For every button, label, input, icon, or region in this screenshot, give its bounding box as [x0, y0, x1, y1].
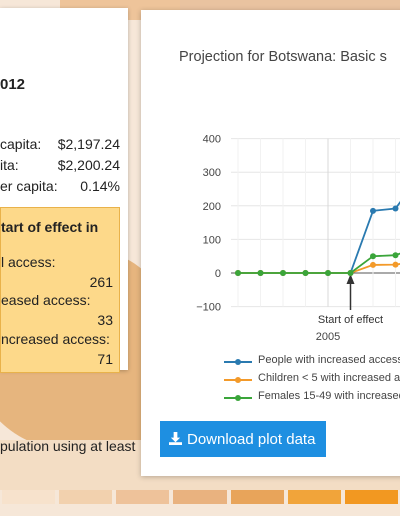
- y-tick-label: −100: [196, 302, 221, 314]
- data-point: [235, 270, 241, 276]
- stat-value: $2,197.24: [57, 136, 120, 152]
- data-point: [370, 207, 376, 214]
- annotation-label: Start of effect: [318, 314, 383, 326]
- data-point: [392, 252, 399, 259]
- y-tick-label: 300: [203, 167, 221, 179]
- line-chart: 400 300 200 100 0 −100 2005 Start of effect: [196, 134, 400, 343]
- data-point: [370, 261, 376, 268]
- color-scale-segment: [59, 490, 113, 504]
- annotation-arrow-head: [346, 274, 355, 284]
- series-line: [238, 200, 400, 274]
- data-point: [370, 253, 376, 260]
- y-tick-label: 400: [203, 134, 221, 146]
- legend-swatch-icon: [224, 395, 252, 401]
- legend-swatch-icon: [224, 359, 252, 365]
- effect-summary-box: tart of effect in l access: 261 eased ac…: [0, 207, 120, 373]
- legend-label: Children < 5 with increased a: [258, 372, 400, 384]
- download-plot-data-button[interactable]: Download plot data: [160, 421, 326, 457]
- effect-title: tart of effect in: [1, 219, 99, 235]
- legend-label: People with increased access: [258, 354, 400, 366]
- data-point: [302, 270, 309, 276]
- color-scale-segment: [230, 490, 284, 504]
- legend-swatch-icon: [224, 377, 252, 383]
- color-scale-segment: [116, 490, 170, 504]
- stat-value: 0.14%: [80, 178, 120, 194]
- year-heading: 012: [0, 76, 26, 93]
- stat-label: ita:: [0, 157, 19, 173]
- color-scale-legend: [0, 490, 400, 504]
- data-point: [392, 205, 399, 212]
- y-tick-label: 200: [203, 201, 221, 213]
- projection-plot-card: Projection for Botswana: Basic s 400 300 2…: [141, 10, 400, 476]
- color-scale-segment: [173, 490, 227, 504]
- data-point: [347, 270, 354, 276]
- stat-label: er capita:: [0, 178, 58, 194]
- stat-value: $2,200.24: [57, 157, 120, 173]
- effect-value: 33: [97, 312, 113, 328]
- country-info-panel: 012 capita: $2,197.24 ita: $2,200.24 er …: [0, 8, 128, 373]
- effect-value: 71: [97, 351, 113, 367]
- population-caption: pulation using at least: [0, 438, 136, 454]
- effect-value: 261: [89, 274, 113, 290]
- color-scale-segment: [344, 490, 398, 504]
- data-point: [280, 270, 286, 276]
- color-scale-segment: [287, 490, 341, 504]
- color-scale-segment: [2, 490, 56, 504]
- effect-label: l access:: [1, 254, 56, 270]
- y-tick-label: 100: [203, 234, 221, 246]
- effect-label: ncreased access:: [1, 331, 110, 347]
- y-tick-label: 0: [215, 268, 221, 280]
- x-tick-label: 2005: [316, 331, 340, 343]
- download-icon: [169, 431, 182, 445]
- legend-label: Females 15-49 with increased: [258, 390, 400, 402]
- download-button-label: Download plot data: [187, 430, 316, 448]
- stat-label: capita:: [0, 136, 42, 152]
- plot-title: Projection for Botswana: Basic s: [179, 49, 387, 65]
- data-point: [392, 261, 399, 268]
- data-point: [257, 270, 264, 276]
- data-point: [325, 270, 331, 276]
- effect-label: eased access:: [1, 292, 91, 308]
